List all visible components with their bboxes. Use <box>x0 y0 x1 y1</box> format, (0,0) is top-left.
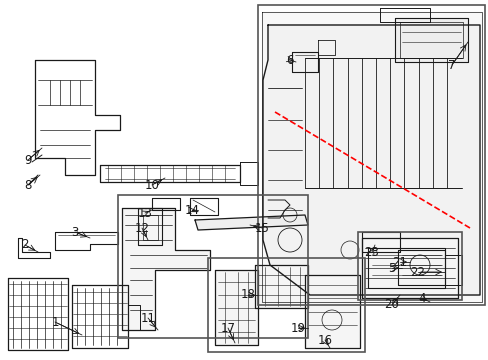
Text: 21: 21 <box>392 256 407 269</box>
Polygon shape <box>394 18 467 62</box>
Polygon shape <box>254 265 307 308</box>
Bar <box>207 258 364 352</box>
Text: 7: 7 <box>447 59 455 72</box>
Polygon shape <box>215 270 258 345</box>
Text: 4: 4 <box>417 292 425 305</box>
Text: 18: 18 <box>240 288 255 302</box>
Text: 23: 23 <box>364 246 379 258</box>
Text: 19: 19 <box>290 321 305 334</box>
Text: 13: 13 <box>137 207 152 220</box>
Text: 6: 6 <box>285 54 293 67</box>
Text: 2: 2 <box>21 239 29 252</box>
Bar <box>357 232 461 300</box>
Polygon shape <box>361 238 457 298</box>
Text: 11: 11 <box>140 311 155 324</box>
Bar <box>118 195 307 338</box>
Text: 15: 15 <box>254 221 269 234</box>
Text: 20: 20 <box>384 298 399 311</box>
Text: 9: 9 <box>24 153 32 166</box>
Text: 10: 10 <box>144 179 159 192</box>
Polygon shape <box>263 25 479 295</box>
Polygon shape <box>195 215 307 230</box>
Text: 12: 12 <box>134 221 149 234</box>
Text: 22: 22 <box>409 266 425 279</box>
Text: 1: 1 <box>51 315 59 328</box>
Polygon shape <box>305 275 359 348</box>
Text: 5: 5 <box>387 261 395 275</box>
Text: 16: 16 <box>317 333 332 346</box>
Bar <box>258 5 484 305</box>
Polygon shape <box>262 12 481 302</box>
Text: 14: 14 <box>184 203 199 216</box>
Text: 8: 8 <box>24 179 32 192</box>
Polygon shape <box>122 208 209 330</box>
Text: 3: 3 <box>71 225 79 239</box>
Text: 17: 17 <box>220 321 235 334</box>
